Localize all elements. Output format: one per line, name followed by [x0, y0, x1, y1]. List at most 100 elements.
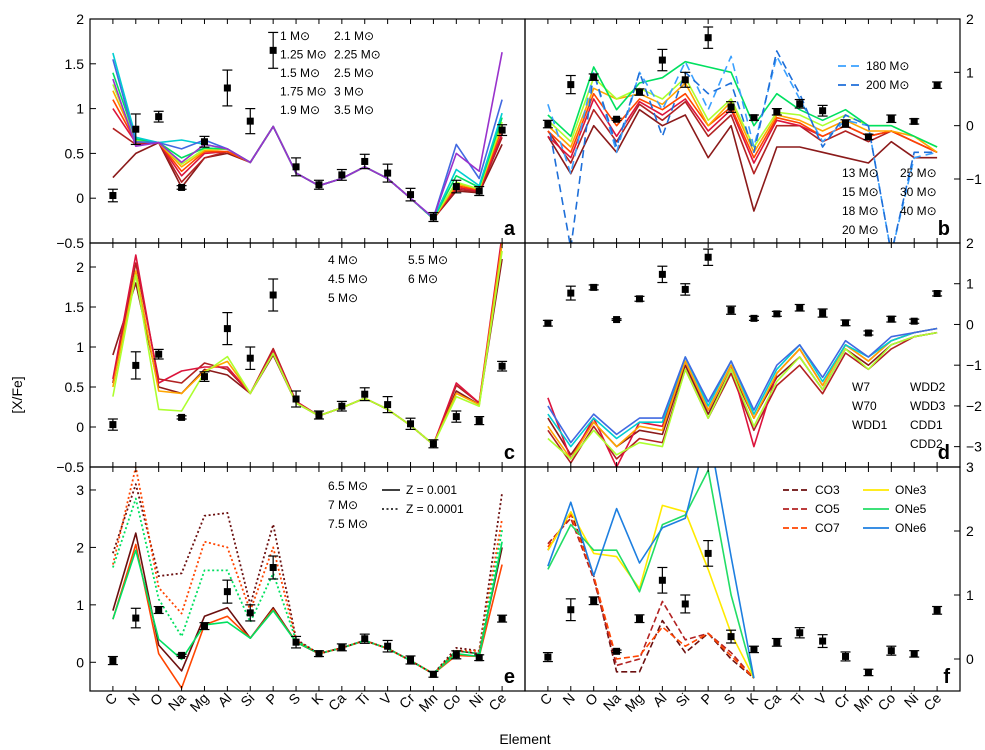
- x-tick-label: Si: [672, 690, 692, 710]
- legend-label: Z = 0.001: [406, 483, 457, 497]
- y-tick-label: −1: [966, 171, 982, 187]
- x-tick-label: Ce: [920, 690, 944, 714]
- y-tick-label: 2: [76, 539, 84, 555]
- observed-point: [155, 113, 163, 121]
- observed-points: [542, 248, 943, 337]
- observed-point: [407, 191, 415, 199]
- y-tick-label: 0: [966, 118, 974, 134]
- observed-point: [819, 309, 827, 317]
- observed-point: [796, 304, 804, 312]
- legend-label: 3 M⊙: [334, 85, 364, 99]
- series-line: [547, 82, 938, 154]
- legend-label: 2.25 M⊙: [334, 48, 381, 62]
- series-line: [547, 60, 938, 148]
- observed-point: [498, 615, 506, 623]
- observed-point: [361, 157, 369, 165]
- legend: W7 W70 WDD1 WDD2 WDD3 CDD1 CDD2: [852, 380, 946, 451]
- y-ticks: −0.5 0 0.5 1 1.5 2: [56, 11, 96, 251]
- legend-label: 5 M⊙: [328, 291, 358, 305]
- observed-point: [910, 117, 918, 125]
- x-ticks: [112, 243, 503, 467]
- observed-point: [681, 285, 689, 293]
- x-tick-label: Mg: [622, 690, 647, 715]
- observed-point: [613, 316, 621, 324]
- y-ticks: 0 1 2 3: [76, 482, 96, 670]
- series-line: [547, 50, 938, 243]
- legend-label: 6.5 M⊙: [328, 479, 368, 493]
- model-lines: [112, 467, 503, 689]
- panel-b: −1 0 1 2 b 13 M⊙ 15 M⊙ 18 M⊙ 20 M⊙ 25 M⊙ 30 M⊙ 40 M…: [524, 11, 982, 244]
- observed-point: [269, 564, 277, 572]
- legend-label: ONe6: [895, 521, 927, 535]
- y-tick-label: 1.5: [65, 299, 85, 315]
- observed-point: [475, 187, 483, 195]
- y-tick-label: 2: [966, 523, 974, 539]
- y-tick-label: −2: [966, 398, 982, 414]
- observed-point: [452, 651, 460, 659]
- observed-point: [223, 325, 231, 333]
- legend-label: Z = 0.0001: [406, 502, 464, 516]
- observed-point: [887, 647, 895, 655]
- legend-label: W7: [852, 380, 870, 394]
- legend-label: 5.5 M⊙: [408, 253, 448, 267]
- observed-point: [109, 657, 117, 665]
- y-ticks: −3 −2 −1 0 1 2: [954, 235, 982, 455]
- y-tick-label: 3: [966, 459, 974, 475]
- observed-points: [542, 539, 943, 677]
- panel-a: −0.5 0 0.5 1 1.5 2 a 1 M⊙ 1.25 M⊙ 1.5 M⊙ 1.75 M⊙ 1.…: [56, 11, 526, 251]
- observed-point: [338, 171, 346, 179]
- observed-point: [864, 133, 872, 141]
- y-tick-label: 2: [966, 235, 974, 251]
- observed-point: [246, 609, 254, 617]
- series-line: [547, 517, 755, 679]
- x-tick-label: Co: [439, 690, 463, 714]
- observed-point: [498, 362, 506, 370]
- series-line: [112, 243, 503, 446]
- observed-point: [910, 317, 918, 325]
- observed-point: [223, 588, 231, 596]
- panel-label: e: [504, 666, 515, 688]
- observed-point: [475, 654, 483, 662]
- x-tick-label: Mn: [850, 690, 875, 715]
- x-tick-label: Ti: [788, 690, 807, 709]
- observed-point: [338, 402, 346, 410]
- observed-point: [132, 361, 140, 369]
- x-tick-label: P: [697, 690, 715, 708]
- observed-point: [635, 615, 643, 623]
- legend-label: W70: [852, 399, 877, 413]
- observed-point: [429, 213, 437, 221]
- x-tick-label: Ca: [325, 690, 349, 714]
- observed-point: [590, 73, 598, 81]
- observed-point: [544, 319, 552, 327]
- x-tick-label: Al: [214, 690, 234, 710]
- legend: 1 M⊙ 1.25 M⊙ 1.5 M⊙ 1.75 M⊙ 1.9 M⊙ 2.1 M⊙ 2.25…: [280, 29, 381, 117]
- x-tick-label: Ti: [353, 690, 372, 709]
- x-tick-label: Mn: [415, 690, 440, 715]
- observed-point: [246, 354, 254, 362]
- x-tick-label: S: [720, 690, 738, 708]
- series-line: [112, 532, 503, 675]
- observed-point: [635, 88, 643, 96]
- x-tick-label: Co: [874, 690, 898, 714]
- series-line: [112, 541, 503, 675]
- x-tick-label: V: [377, 689, 395, 707]
- legend: 4 M⊙ 4.5 M⊙ 5 M⊙ 5.5 M⊙ 6 M⊙: [328, 253, 448, 305]
- series-line: [112, 497, 503, 675]
- x-tick-label: C: [102, 690, 120, 708]
- observed-point: [178, 183, 186, 191]
- legend-label: 40 M⊙: [900, 204, 937, 218]
- legend-label: CO7: [815, 521, 840, 535]
- observed-point: [681, 76, 689, 84]
- observed-point: [361, 390, 369, 398]
- y-ticks: −1 0 1 2: [954, 11, 982, 187]
- observed-point: [269, 291, 277, 299]
- observed-points: [107, 31, 508, 223]
- observed-point: [933, 290, 941, 298]
- observed-point: [773, 310, 781, 318]
- observed-point: [361, 635, 369, 643]
- observed-point: [842, 319, 850, 327]
- observed-point: [269, 46, 277, 54]
- observed-point: [704, 253, 712, 261]
